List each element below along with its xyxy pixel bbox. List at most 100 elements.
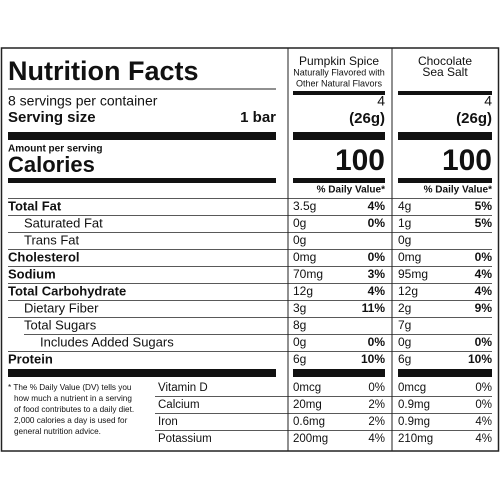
nutrient-dv: 0% (475, 250, 493, 264)
nutrient-amount: 8g (293, 318, 306, 332)
amount-per-serving: Amount per serving (8, 144, 102, 155)
nutrient-amount: 7g (398, 318, 411, 332)
nutrient-dv: 9% (475, 301, 493, 315)
nutrient-dv: 4% (475, 267, 493, 281)
product-name: Other Natural Flavors (296, 78, 383, 88)
calories-value: 100 (335, 144, 385, 177)
nutrient-dv: 4% (475, 284, 493, 298)
vitamin-amount: 0.9mg (398, 416, 430, 428)
vitamin-label: Iron (158, 416, 178, 428)
column-rule (293, 91, 385, 95)
nutrient-amount: 3g (293, 301, 306, 315)
footnote-line: * The % Daily Value (DV) tells you (8, 383, 132, 392)
nutrient-amount: 3.5g (293, 199, 316, 213)
nutrient-amount: 4g (398, 199, 411, 213)
nutrient-dv: 4% (368, 284, 386, 298)
nutrient-label: Total Carbohydrate (8, 283, 126, 298)
nutrient-dv: 11% (362, 301, 386, 315)
nutrient-label: Includes Added Sugars (40, 334, 174, 349)
nutrient-dv: 10% (361, 352, 385, 366)
servings: 4 (484, 93, 492, 109)
nutrient-amount: 0g (398, 233, 411, 247)
nutrient-dv: 0% (475, 335, 493, 349)
nutrient-label: Dietary Fiber (24, 300, 99, 315)
nutrient-dv: 5% (475, 199, 493, 213)
vitamin-amount: 20mg (293, 399, 322, 411)
thick-rule (8, 369, 276, 377)
nutrient-label: Total Sugars (24, 317, 97, 332)
nutrient-amount: 0g (293, 216, 306, 230)
nutrient-label: Cholesterol (8, 249, 80, 264)
footnote-line: 2,000 calories a day is used for (14, 416, 128, 425)
product-name: Chocolate (418, 54, 472, 68)
thick-rule (398, 132, 492, 140)
nutrient-label: Sodium (8, 266, 56, 281)
vitamin-amount: 0.9mg (398, 399, 430, 411)
nutrient-dv: 0% (368, 250, 386, 264)
vitamin-label: Calcium (158, 399, 200, 411)
nutrient-amount: 12g (398, 284, 418, 298)
vitamin-dv: 4% (368, 433, 385, 445)
nutrient-amount: 6g (398, 352, 411, 366)
vitamin-dv: 2% (368, 399, 385, 411)
nutrient-label: Total Fat (8, 198, 62, 213)
product-name: Sea Salt (422, 65, 468, 79)
vitamin-dv: 0% (475, 382, 492, 394)
calories-label: Calories (8, 152, 95, 177)
servings: 4 (377, 93, 385, 109)
footnote-line: of food contributes to a daily diet. (14, 405, 134, 414)
serving-size-label: Serving size (8, 109, 96, 126)
nutrient-dv: 0% (368, 216, 386, 230)
vitamin-amount: 210mg (398, 433, 433, 445)
nutrient-label: Protein (8, 351, 53, 366)
vitamin-dv: 4% (475, 433, 492, 445)
label-title: Nutrition Facts (8, 56, 199, 86)
vitamin-amount: 200mg (293, 433, 328, 445)
serving-weight: (26g) (456, 110, 492, 127)
nutrient-amount: 12g (293, 284, 313, 298)
nutrient-amount: 0mg (293, 250, 316, 264)
footnote-line: how much a nutrient in a serving (14, 394, 132, 403)
column-rule (398, 91, 492, 95)
nutrient-dv: 4% (368, 199, 386, 213)
daily-value-header: % Daily Value* (424, 185, 492, 196)
daily-value-header: % Daily Value* (317, 185, 385, 196)
thick-rule (293, 369, 385, 377)
nutrient-dv: 10% (468, 352, 492, 366)
nutrient-amount: 2g (398, 301, 411, 315)
nutrient-amount: 0mg (398, 250, 421, 264)
medium-rule (398, 178, 492, 183)
vitamin-dv: 0% (475, 399, 492, 411)
vitamin-label: Vitamin D (158, 382, 208, 394)
nutrient-amount: 6g (293, 352, 306, 366)
vitamin-amount: 0.6mg (293, 416, 325, 428)
vitamin-amount: 0mcg (398, 382, 426, 394)
thick-rule (293, 132, 385, 140)
product-name: Pumpkin Spice (299, 54, 379, 68)
thick-rule (8, 132, 276, 140)
vitamin-label: Potassium (158, 433, 212, 445)
vitamin-dv: 0% (368, 382, 385, 394)
nutrient-dv: 5% (475, 216, 493, 230)
vitamin-amount: 0mcg (293, 382, 321, 394)
calories-value: 100 (442, 144, 492, 177)
nutrient-label: Trans Fat (24, 232, 80, 247)
nutrient-amount: 0g (293, 335, 306, 349)
product-name: Naturally Flavored with (293, 67, 385, 77)
servings-per-container: 8 servings per container (8, 93, 158, 109)
nutrient-amount: 95mg (398, 267, 428, 281)
nutrient-dv: 3% (368, 267, 386, 281)
label-border (0, 47, 500, 452)
thick-rule (398, 369, 492, 377)
footnote-line: general nutrition advice. (14, 427, 101, 436)
nutrient-amount: 0g (398, 335, 411, 349)
nutrient-amount: 1g (398, 216, 411, 230)
nutrient-label: Saturated Fat (24, 215, 103, 230)
vitamin-dv: 2% (368, 416, 385, 428)
nutrient-amount: 70mg (293, 267, 323, 281)
medium-rule (8, 178, 276, 183)
nutrient-dv: 0% (368, 335, 386, 349)
medium-rule (293, 178, 385, 183)
